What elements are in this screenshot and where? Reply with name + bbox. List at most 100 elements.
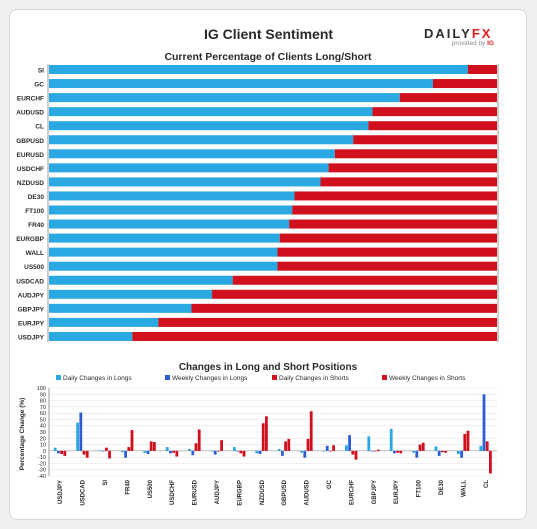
change-bar [124, 450, 127, 458]
long-bar [49, 65, 468, 74]
change-bar [377, 449, 380, 451]
change-bar [53, 447, 57, 451]
category-label: EURUSD [17, 152, 45, 159]
change-bar [242, 450, 246, 457]
short-bar [320, 177, 497, 187]
long-bar [49, 331, 133, 341]
y-tick-label: 90 [40, 392, 46, 398]
category-label: USDCHF [17, 166, 44, 173]
change-bar [258, 450, 262, 454]
short-bar [232, 275, 497, 285]
category-label: NZDUSD [17, 180, 44, 187]
change-bar [169, 450, 172, 454]
short-bar [158, 317, 497, 327]
change-bar [479, 445, 483, 451]
change-bar [194, 443, 198, 451]
short-bar [279, 233, 497, 243]
change-bar [373, 450, 377, 452]
category-label: AUDUSD [16, 110, 44, 117]
change-bar [300, 450, 303, 453]
change-bar [191, 450, 195, 456]
change-bar [303, 450, 307, 458]
change-bar [105, 447, 108, 451]
long-bar [49, 177, 321, 187]
change-bar [79, 412, 83, 451]
long-bar [49, 261, 278, 271]
y-tick-label: -10 [38, 455, 46, 461]
change-bar [127, 447, 131, 451]
legend-label: Weekly Changes in Longs [172, 375, 248, 382]
long-bar [49, 289, 213, 299]
change-bar [322, 450, 326, 452]
short-bar [467, 65, 497, 74]
legend-swatch [272, 375, 277, 380]
change-bar [482, 394, 486, 451]
change-bar [213, 450, 217, 455]
change-bar [463, 433, 467, 451]
x-tick-label: AUDJPY [215, 480, 221, 504]
legend-label: Daily Changes in Shorts [279, 375, 349, 382]
page-title: IG Client Sentiment [203, 26, 334, 42]
change-bar [146, 450, 150, 454]
short-bar [368, 121, 497, 131]
long-bar [49, 135, 354, 145]
y-tick-label: 10 [40, 443, 46, 449]
short-bar [353, 135, 497, 145]
long-bar [49, 233, 280, 243]
x-tick-label: FR40 [125, 479, 131, 494]
change-bar [332, 445, 335, 451]
change-bar [261, 423, 265, 451]
short-bar [289, 219, 497, 229]
change-bar [325, 445, 329, 451]
long-bar [49, 317, 159, 327]
change-bar [396, 450, 399, 453]
change-bar [354, 450, 358, 460]
x-tick-label: EURCHF [349, 480, 355, 505]
long-bar [49, 149, 335, 159]
change-bar [277, 448, 281, 451]
change-bar [393, 450, 396, 454]
short-bar [328, 163, 497, 173]
change-bar [217, 450, 220, 452]
short-bar [334, 149, 497, 159]
short-bar [212, 289, 497, 299]
change-bar [441, 450, 444, 453]
long-bar [49, 121, 369, 131]
category-label: US500 [24, 264, 44, 271]
change-bar [60, 450, 63, 454]
x-tick-label: GC [327, 479, 333, 489]
logo-text-b: FX [471, 26, 493, 41]
change-bar [399, 450, 403, 454]
x-tick-label: EURUSD [193, 479, 199, 505]
change-bar [457, 450, 460, 454]
short-bar [292, 205, 497, 215]
category-label: GC [34, 82, 44, 89]
change-bar [188, 448, 191, 451]
change-bar [108, 450, 111, 459]
long-bar [49, 219, 290, 229]
change-bar [101, 450, 105, 452]
sentiment-chart: Current Percentage of Clients Long/Short… [16, 51, 499, 342]
x-tick-label: WALL [461, 480, 467, 497]
long-bar [49, 93, 400, 103]
x-tick-label: FT100 [417, 479, 423, 497]
short-bar [399, 93, 497, 103]
change-bar [143, 450, 147, 453]
change-bar [389, 428, 393, 451]
category-label: CL [35, 124, 44, 131]
change-bar [444, 450, 447, 453]
changes-chart-title: Changes in Long and Short Positions [179, 362, 358, 373]
logo-sub-brand: IG [487, 40, 494, 47]
y-tick-label: -20 [38, 461, 46, 467]
x-tick-label: US500 [148, 479, 154, 498]
y-tick-label: 0 [43, 449, 46, 455]
y-tick-label: 60 [40, 411, 46, 417]
long-bar [49, 163, 329, 173]
short-bar [191, 303, 498, 313]
legend-swatch [382, 375, 387, 380]
change-bar [460, 450, 463, 458]
legend-label: Weekly Changes in Shorts [389, 375, 466, 382]
logo-text-a: DAILY [424, 26, 472, 41]
category-label: EURJPY [18, 320, 45, 327]
